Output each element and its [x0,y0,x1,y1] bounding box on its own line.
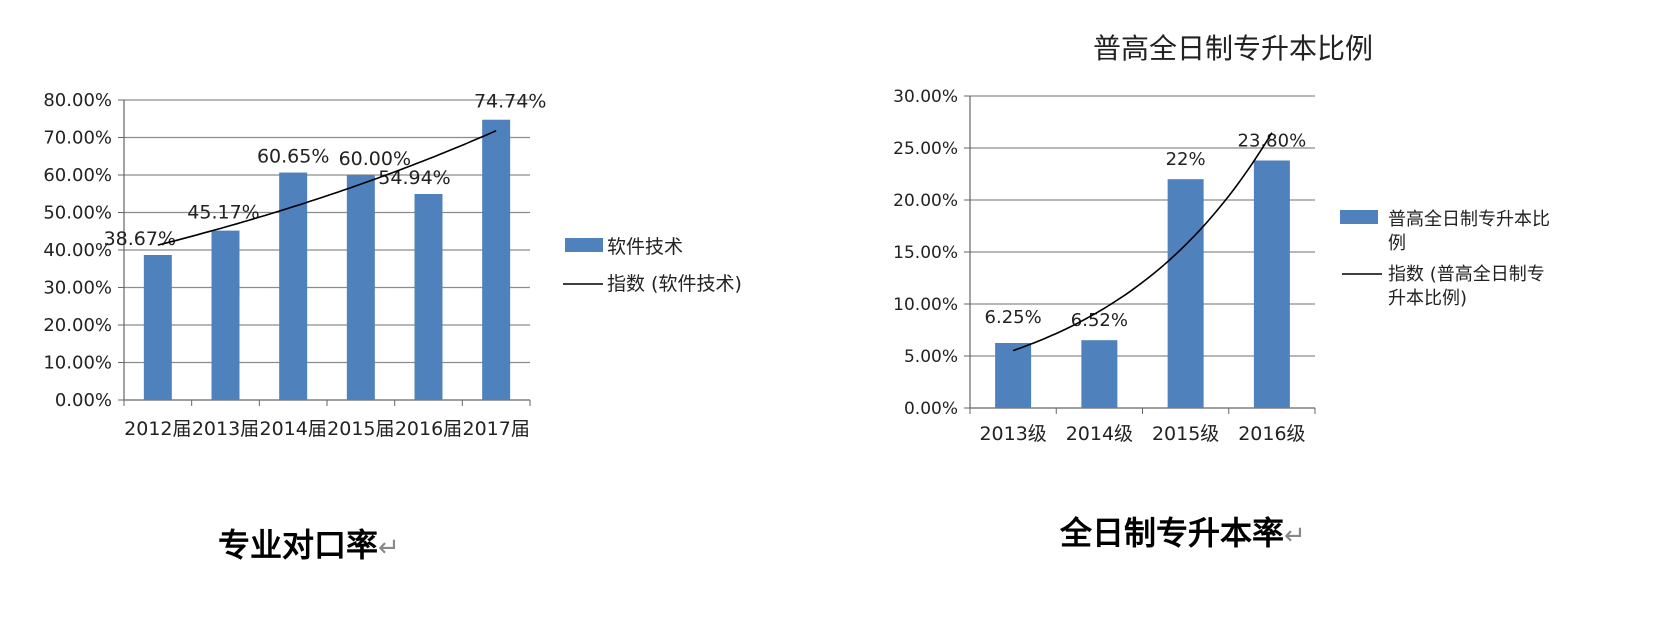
data-label: 38.67% [104,228,176,250]
bar [1253,160,1290,408]
y-tick-label: 40.00% [43,240,112,261]
data-label: 60.65% [257,146,329,168]
data-label: 23.80% [1238,130,1307,151]
y-tick-label: 30.00% [43,278,112,299]
bar [414,193,443,400]
bar [1081,340,1118,408]
x-tick-label: 2013届 [192,418,259,440]
return-mark-icon: ↵ [378,533,400,563]
legend-label: 软件技术 [607,236,683,258]
bar [143,254,172,400]
chart-title: 普高全日制专升本比例 [1093,32,1373,65]
caption-major-match-rate: 专业对口率↵ [218,526,400,564]
y-tick-label: 50.00% [43,203,112,224]
y-tick-label: 0.00% [55,390,112,411]
data-label: 6.25% [985,307,1042,328]
legend-label: 例 [1388,233,1406,254]
bar [346,175,375,400]
bar [482,119,511,400]
y-tick-label: 30.00% [893,87,958,107]
data-label: 22% [1166,149,1206,170]
return-mark-icon: ↵ [1284,521,1306,551]
x-tick-label: 2013级 [979,423,1046,445]
legend-trendline-label: 升本比例) [1388,288,1467,309]
data-label: 74.74% [474,91,546,113]
y-tick-label: 10.00% [893,295,958,315]
y-tick-label: 10.00% [43,353,112,374]
y-tick-label: 60.00% [43,165,112,186]
data-label: 6.52% [1071,310,1128,331]
legend-label: 普高全日制专升本比 [1388,209,1550,230]
trendline [1012,132,1273,352]
y-tick-label: 20.00% [43,315,112,336]
y-tick-label: 80.00% [43,90,112,111]
y-tick-label: 20.00% [893,191,958,211]
y-tick-label: 15.00% [893,243,958,263]
legend-trendline-label: 指数 (软件技术) [607,273,742,295]
caption-upgrade-rate: 全日制专升本率↵ [1060,514,1306,552]
legend-swatch [565,238,603,252]
y-tick-label: 25.00% [893,139,958,159]
x-tick-label: 2016级 [1238,423,1305,445]
x-tick-label: 2015届 [327,418,394,440]
x-tick-label: 2014级 [1066,423,1133,445]
y-tick-label: 0.00% [904,399,958,419]
x-tick-label: 2014届 [259,418,326,440]
y-tick-label: 5.00% [904,347,958,367]
x-tick-label: 2015级 [1152,423,1219,445]
data-label: 60.00% [339,148,411,170]
data-label: 54.94% [378,167,450,189]
legend-trendline-label: 指数 (普高全日制专 [1388,264,1545,285]
data-label: 45.17% [187,202,259,224]
legend-swatch [1340,210,1378,224]
x-tick-label: 2017届 [462,418,529,440]
x-tick-label: 2016届 [395,418,462,440]
trendline [157,129,497,246]
bar [211,230,240,400]
bar [1167,179,1204,408]
bar [995,343,1032,408]
y-tick-label: 70.00% [43,128,112,149]
x-tick-label: 2012届 [124,418,191,440]
